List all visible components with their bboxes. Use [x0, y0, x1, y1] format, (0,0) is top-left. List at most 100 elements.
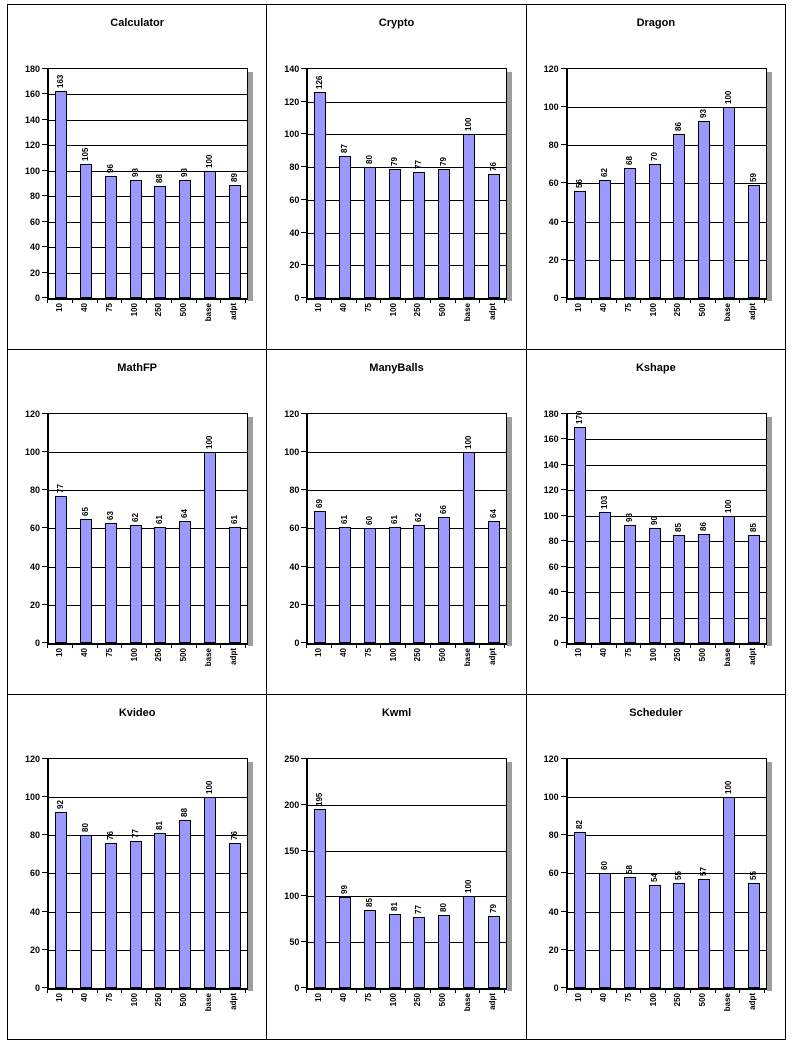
gridline [567, 465, 766, 466]
bar-value-label: 89 [230, 173, 239, 182]
y-tick-label: 0 [553, 983, 559, 993]
x-category-label: 100 [130, 993, 139, 1007]
chart-grid: Calculator 0 20 40 60 80 100 120 140 160 180 10 40 75… [7, 4, 786, 1040]
gridline [49, 171, 247, 172]
bar-10 [314, 511, 327, 643]
x-category-label: 250 [154, 648, 163, 662]
x-category-label: 75 [364, 993, 374, 1002]
x-category-label: 250 [154, 993, 163, 1007]
bar-100 [648, 885, 661, 988]
x-tick-mark [738, 989, 740, 993]
y-tick-mark [560, 182, 566, 183]
bar-75 [623, 525, 636, 643]
bar-adpt [488, 916, 501, 988]
x-tick-mark [430, 299, 432, 303]
x-tick-mark [47, 989, 48, 993]
x-category-label: 40 [80, 303, 89, 312]
x-tick-mark [171, 989, 172, 993]
y-tick-mark [301, 297, 307, 298]
x-category-label: 500 [179, 993, 188, 1007]
x-tick-mark [430, 644, 432, 648]
bar-40 [80, 164, 92, 298]
gridline [308, 851, 507, 852]
x-tick-mark [479, 989, 481, 993]
chart-title: ManyBalls [369, 362, 424, 374]
x-tick-mark [356, 989, 358, 993]
gridline [567, 835, 766, 836]
gridline [49, 273, 247, 274]
y-tick-label: 60 [29, 217, 40, 227]
bar-10 [573, 191, 586, 298]
plot-area: 77 65 63 62 61 64 100 61 [47, 413, 248, 645]
y-tick-mark [560, 911, 566, 912]
y-tick-mark [560, 540, 566, 541]
bar-value-label: 79 [390, 157, 400, 166]
bar-75 [364, 528, 377, 643]
y-tick-label: 20 [29, 945, 40, 955]
y-tick-label: 60 [548, 178, 559, 188]
bar-100 [648, 164, 661, 298]
bar-250 [154, 186, 166, 298]
x-category-label: adpt [747, 303, 757, 320]
bar-base [204, 171, 216, 298]
y-tick-label: 100 [24, 447, 40, 457]
gridline [49, 797, 247, 798]
bar-value-label: 76 [489, 162, 499, 171]
x-tick-mark [196, 989, 197, 993]
y-tick-label: 180 [24, 64, 40, 74]
gridline [308, 528, 507, 529]
gridline [49, 94, 247, 95]
chart-title: Dragon [636, 17, 676, 29]
gridline [308, 490, 507, 491]
bar-base [463, 134, 476, 298]
y-tick-mark [301, 264, 307, 265]
bar-value-label: 80 [81, 823, 90, 832]
plot-area: 163 105 96 93 88 93 100 89 [47, 68, 248, 300]
gridline [308, 452, 507, 453]
x-category-label: 40 [80, 993, 89, 1002]
x-category-label: 100 [389, 993, 399, 1007]
bar-250 [672, 883, 685, 988]
x-tick-mark [763, 299, 765, 303]
x-category-label: 75 [623, 648, 633, 657]
bar-value-label: 62 [414, 513, 424, 522]
y-tick-label: 100 [543, 511, 559, 521]
bar-value-label: 55 [748, 871, 758, 880]
y-tick-mark [42, 911, 47, 912]
x-tick-mark [590, 989, 592, 993]
gridline [567, 260, 766, 261]
y-tick-mark [560, 438, 566, 439]
y-tick-mark [560, 106, 566, 107]
x-tick-mark [97, 299, 98, 303]
x-category-label: 10 [55, 648, 64, 657]
gridline [49, 605, 247, 606]
y-tick-mark [42, 93, 47, 94]
y-tick-mark [560, 413, 566, 414]
y-tick-mark [301, 451, 307, 452]
y-tick-mark [42, 170, 47, 171]
gridline [567, 107, 766, 108]
bar-value-label: 88 [155, 174, 164, 183]
x-tick-mark [689, 644, 691, 648]
y-tick-mark [42, 195, 47, 196]
bar-100 [389, 914, 402, 988]
bar-value-label: 60 [599, 861, 609, 870]
bar-75 [105, 176, 117, 298]
bar-75 [364, 910, 377, 988]
plot-shadow [766, 72, 772, 301]
x-category-label: base [204, 648, 213, 667]
x-category-label: 40 [339, 648, 349, 657]
x-tick-mark [405, 989, 407, 993]
x-category-label: 100 [130, 303, 139, 317]
y-tick-mark [301, 987, 307, 988]
gridline [308, 167, 507, 168]
y-tick-mark [301, 489, 307, 490]
bar-value-label: 100 [464, 435, 474, 449]
bar-250 [154, 833, 166, 988]
x-tick-mark [356, 299, 358, 303]
bar-100 [130, 180, 142, 298]
y-tick-label: 40 [29, 242, 40, 252]
x-tick-mark [405, 299, 407, 303]
x-tick-mark [121, 644, 122, 648]
x-tick-mark [220, 644, 221, 648]
